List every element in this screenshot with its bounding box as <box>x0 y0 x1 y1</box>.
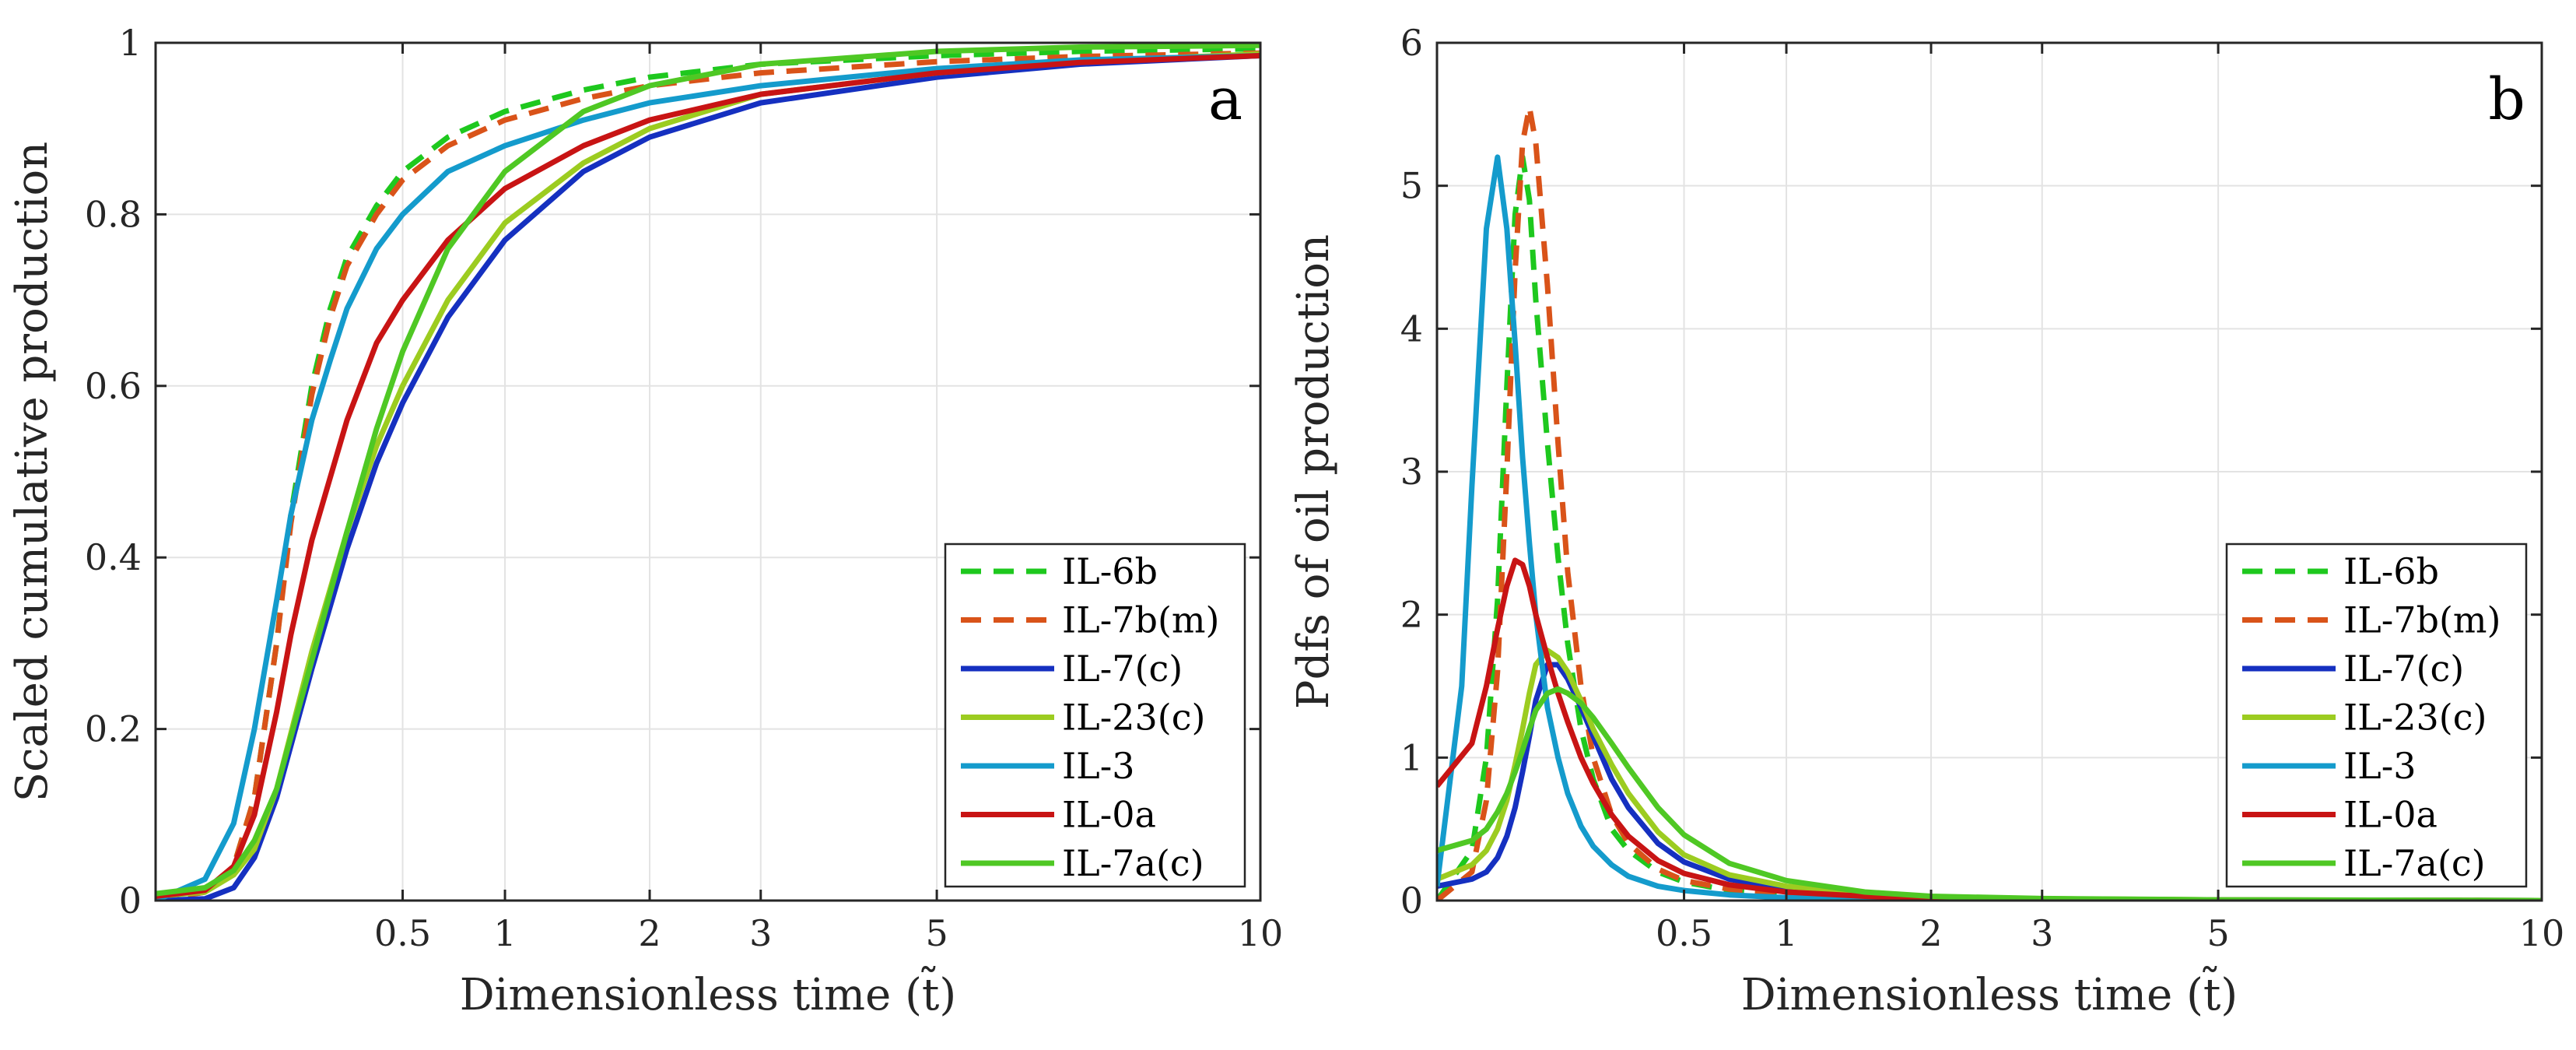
x-tick-label: 10 <box>1238 912 1284 954</box>
series-group <box>156 43 1260 901</box>
y-tick-label: 4 <box>1400 307 1423 349</box>
x-axis-label: Dimensionless time (t̃) <box>460 966 957 1020</box>
series-line-il-7b-m- <box>156 50 1260 901</box>
legend-label: IL-7b(m) <box>1062 599 1220 641</box>
legend-box <box>944 543 1246 888</box>
legend-label: IL-7a(c) <box>1062 842 1204 884</box>
y-tick-label: 2 <box>1400 594 1423 636</box>
y-axis-label: Scaled cumulative production <box>7 142 58 802</box>
legend-label: IL-23(c) <box>1062 697 1205 739</box>
panel-b: 0.5 1 2 3 5 10 0 1 2 3 4 5 6 Dimensionless time (t̃) P… <box>1288 22 2564 1020</box>
legend: IL-6b IL-7b(m) IL-7(c) IL-23(c) IL-3 IL-0a IL-… <box>2225 543 2528 888</box>
y-tick-label: 0 <box>1400 880 1423 922</box>
y-tick-label: 0.6 <box>85 365 142 407</box>
legend-label: IL-7a(c) <box>2343 842 2486 884</box>
y-tick-label: 1 <box>119 22 142 64</box>
x-tick-label: 2 <box>638 912 661 954</box>
panel-label: a <box>1208 66 1242 133</box>
y-tick-label: 6 <box>1400 22 1423 64</box>
series-line-il-7-c- <box>156 53 1260 901</box>
x-axis-label: Dimensionless time (t̃) <box>1741 966 2238 1020</box>
x-tick-label: 1 <box>1775 912 1797 954</box>
series-line-il-0a <box>1437 557 2542 901</box>
legend-label: IL-23(c) <box>2343 697 2487 739</box>
x-tick-label: 0.5 <box>374 912 431 954</box>
x-tick-label: 1 <box>493 912 516 954</box>
y-tick-label: 0 <box>119 880 142 922</box>
y-axis-label: Pdfs of oil production <box>1288 234 1339 709</box>
x-tick-label: 3 <box>749 912 772 954</box>
legend-label: IL-0a <box>1062 794 1156 836</box>
x-tick-label: 5 <box>2206 912 2229 954</box>
y-tick-label: 5 <box>1400 165 1423 207</box>
panel-label: b <box>2488 66 2525 133</box>
x-tick-label: 5 <box>925 912 948 954</box>
y-tick-label: 3 <box>1400 451 1423 493</box>
y-tick-label: 0.8 <box>85 193 142 235</box>
legend-label: IL-0a <box>2343 794 2438 836</box>
x-tick-label: 0.5 <box>1656 912 1712 954</box>
legend-label: IL-7b(m) <box>2343 599 2501 641</box>
series-line-il-7a-c- <box>156 43 1260 897</box>
y-tick-label: 0.4 <box>85 536 142 578</box>
y-tick-label: 1 <box>1400 736 1423 778</box>
x-tick-label: 10 <box>2519 912 2565 954</box>
legend-label: IL-3 <box>1062 745 1135 787</box>
legend-label: IL-3 <box>2343 745 2417 787</box>
series-line-il-7a-c- <box>1437 686 2542 901</box>
series-line-il-3 <box>156 53 1260 901</box>
x-tick-label: 2 <box>1919 912 1942 954</box>
y-tick-label: 0.2 <box>85 708 142 750</box>
legend-label: IL-6b <box>2343 550 2439 592</box>
panel-a: 0.5 1 2 3 5 10 0 0.2 0.4 0.6 0.8 1 Dimensionless tim… <box>7 22 1283 1020</box>
legend-label: IL-7(c) <box>2343 648 2464 690</box>
legend-label: IL-6b <box>1062 550 1158 592</box>
x-tick-label: 3 <box>2031 912 2053 954</box>
series-group <box>1437 104 2542 901</box>
legend-label: IL-7(c) <box>1062 648 1183 690</box>
series-line-il-3 <box>1437 154 2542 901</box>
legend: IL-6b IL-7b(m) IL-7(c) IL-23(c) IL-3 IL-0a IL-… <box>944 543 1246 888</box>
axes-box <box>154 41 1262 902</box>
series-line-il-0a <box>156 53 1260 899</box>
